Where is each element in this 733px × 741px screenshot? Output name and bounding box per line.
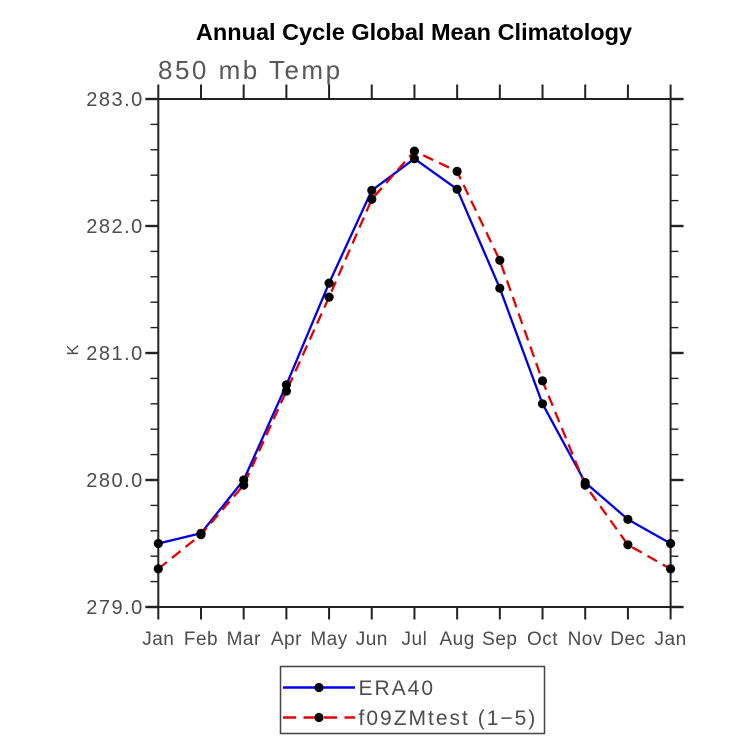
x-tick-label: Jan <box>142 629 174 650</box>
chart-subtitle: 850 mb Temp <box>158 55 343 85</box>
x-tick-label: Aug <box>439 629 474 650</box>
legend-label-f09zmtest: f09ZMtest (1−5) <box>359 707 538 730</box>
data-point <box>623 514 633 525</box>
x-tick-label: Mar <box>227 629 261 650</box>
x-tick-label: Jul <box>402 629 428 650</box>
data-point <box>495 255 505 265</box>
data-point <box>153 564 163 574</box>
legend-box <box>279 665 546 735</box>
data-point <box>666 564 676 574</box>
plot-frame <box>157 98 672 608</box>
legend: ERA40 f09ZMtest (1−5) <box>279 665 546 735</box>
series-line-era40 <box>158 157 672 545</box>
x-tick-label: Feb <box>184 629 218 650</box>
data-point <box>153 538 163 549</box>
data-point <box>281 380 291 390</box>
x-tick-label: Sep <box>482 629 517 650</box>
chart-title: Annual Cycle Global Mean Climatology <box>196 19 632 45</box>
axes: Jan Feb Mar Apr May Jun Jul Aug Sep Oct Nov Dec Jan 2… <box>86 84 687 650</box>
y-tick-label: 280.0 <box>86 470 144 492</box>
data-point <box>623 540 633 550</box>
data-point <box>537 399 548 409</box>
y-tick-label: 279.0 <box>86 597 144 619</box>
x-tick-label: Apr <box>271 629 302 650</box>
data-point <box>324 292 334 302</box>
data-point <box>239 480 249 490</box>
data-point <box>409 154 419 164</box>
x-tick-label: Jan <box>655 629 687 650</box>
data-point <box>367 194 377 204</box>
data-point <box>666 538 676 549</box>
plot-series <box>153 146 676 574</box>
y-tick-label: 281.0 <box>86 343 144 365</box>
legend-marker-f09zmtest-icon <box>314 712 324 723</box>
data-point <box>281 386 291 396</box>
legend-marker-era40-icon <box>314 682 324 693</box>
legend-label-era40: ERA40 <box>359 677 436 700</box>
series-line-f09zmtest-1-5- <box>157 149 672 570</box>
data-point <box>196 530 206 540</box>
x-tick-label: Jun <box>356 629 388 650</box>
data-point <box>452 166 462 176</box>
y-tick-label: 283.0 <box>86 89 144 111</box>
data-point <box>324 278 334 288</box>
y-axis-label: K <box>65 344 82 355</box>
data-point <box>495 283 505 293</box>
data-point <box>537 376 548 386</box>
x-tick-label: May <box>310 629 347 650</box>
x-tick-label: Nov <box>568 629 603 650</box>
data-point <box>580 480 590 490</box>
y-tick-label: 282.0 <box>86 216 144 238</box>
x-tick-label: Dec <box>610 629 645 650</box>
data-point <box>409 146 419 156</box>
data-point <box>367 185 377 195</box>
x-tick-label: Oct <box>527 629 558 650</box>
data-point <box>452 184 462 194</box>
